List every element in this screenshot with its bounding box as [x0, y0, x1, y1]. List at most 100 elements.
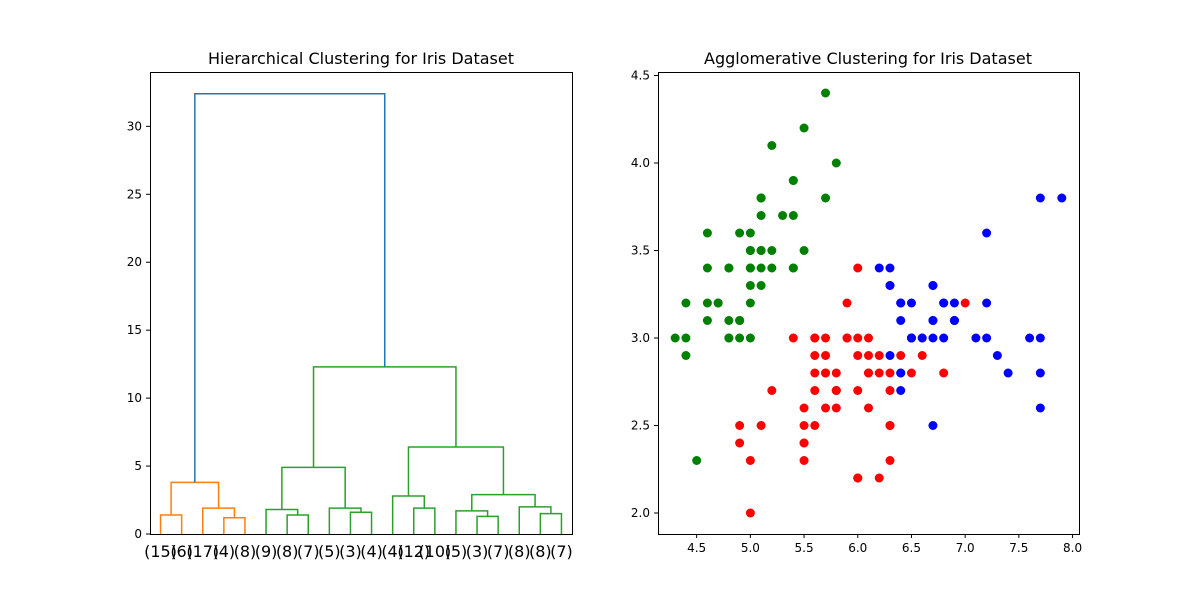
y-tick-label: 20 [127, 255, 142, 269]
leaf-label: (17) [186, 542, 219, 561]
scatter-point [778, 211, 788, 220]
scatter-point [788, 176, 798, 185]
dendrogram-leaf-labels: (15)(6)(17)(4)(8)(9)(8)(7)(5)(3)(4)(4)(1… [144, 542, 573, 561]
scatter-point [939, 298, 949, 308]
scatter-point [906, 333, 916, 343]
x-tick-label: 8.0 [1063, 541, 1082, 555]
scatter-point [949, 316, 959, 325]
scatter-point [982, 228, 992, 238]
scatter-point [821, 193, 831, 203]
scatter-point [767, 263, 777, 273]
scatter-point [767, 386, 777, 395]
scatter-point [1025, 333, 1035, 343]
dendrogram-frame [150, 72, 573, 535]
scatter-point [702, 228, 712, 238]
scatter-point [928, 333, 938, 343]
scatter-point [702, 263, 712, 273]
scatter-point [756, 193, 766, 203]
scatter-point [788, 211, 798, 220]
scatter-point [821, 351, 831, 360]
leaf-label: (4) [213, 542, 236, 561]
scatter-point [831, 368, 841, 378]
scatter-point [724, 316, 734, 325]
scatter-point [756, 421, 766, 430]
dendrogram-link [194, 92, 386, 483]
dendrogram-link [518, 506, 552, 534]
dendrogram-link [312, 366, 457, 468]
scatter-point [928, 281, 938, 290]
scatter-point [745, 508, 755, 518]
scatter-point [799, 403, 809, 413]
scatter-point [885, 263, 895, 273]
scatter-point [864, 333, 873, 343]
scatter-point [982, 298, 992, 308]
scatter-point [896, 298, 906, 308]
scatter-points [670, 88, 1067, 518]
scatter-point [853, 351, 863, 360]
scatter-point [864, 351, 873, 360]
scatter-title: Agglomerative Clustering for Iris Datase… [704, 49, 1032, 68]
leaf-label: (8) [234, 542, 257, 561]
y-tick-label: 0 [134, 527, 142, 541]
scatter-point [821, 403, 831, 413]
dendrogram-axes: Hierarchical Clustering for Iris Dataset… [127, 49, 573, 561]
scatter-point [885, 456, 895, 465]
scatter-point [713, 298, 723, 308]
x-tick-label: 7.5 [1009, 541, 1028, 555]
scatter-point [896, 386, 906, 395]
scatter-point [971, 333, 981, 343]
scatter-point [788, 263, 798, 273]
scatter-point [756, 211, 766, 220]
scatter-point [885, 386, 895, 395]
leaf-label: (10) [418, 542, 451, 561]
scatter-point [756, 246, 766, 255]
scatter-point [788, 333, 798, 343]
scatter-point [885, 421, 895, 430]
scatter-point [831, 403, 841, 413]
scatter-point [1035, 368, 1045, 378]
scatter-point [960, 298, 970, 308]
leaf-label: (12) [397, 542, 430, 561]
scatter-axes: Agglomerative Clustering for Iris Datase… [631, 49, 1082, 555]
scatter-point [745, 456, 755, 465]
scatter-point [853, 333, 863, 343]
y-tick-label: 15 [127, 323, 142, 337]
scatter-point [1035, 193, 1045, 203]
leaf-label: (5) [445, 542, 468, 561]
y-tick-label: 5 [134, 459, 142, 473]
leaf-label: (4) [381, 542, 404, 561]
scatter-point [896, 368, 906, 378]
leaf-label: (8) [276, 542, 299, 561]
scatter-point [885, 281, 895, 290]
y-tick-label: 25 [127, 187, 142, 201]
scatter-point [864, 403, 873, 413]
scatter-point [799, 123, 809, 133]
scatter-point [885, 351, 895, 360]
scatter-point [670, 333, 680, 343]
scatter-point [885, 368, 895, 378]
scatter-point [1035, 403, 1045, 413]
scatter-point [821, 333, 831, 343]
leaf-label: (8) [529, 542, 552, 561]
scatter-point [810, 386, 820, 395]
scatter-x-ticks: 4.5 5.0 5.5 6.0 6.5 7.0 7.5 8.0 [687, 534, 1082, 555]
scatter-point [745, 263, 755, 273]
scatter-point [939, 333, 949, 343]
scatter-point [735, 333, 745, 343]
leaf-label: (5) [318, 542, 341, 561]
scatter-point [992, 351, 1002, 360]
leaf-label: (4) [360, 542, 383, 561]
leaf-label: (9) [255, 542, 278, 561]
scatter-point [702, 298, 712, 308]
scatter-point [799, 438, 809, 448]
y-tick-label: 2.0 [631, 506, 650, 520]
scatter-point [799, 456, 809, 465]
dendrogram-link [349, 511, 373, 534]
scatter-point [874, 263, 884, 273]
scatter-point [810, 368, 820, 378]
dendrogram-links [159, 92, 563, 534]
dendrogram-link [281, 466, 346, 510]
leaf-label: (7) [297, 542, 320, 561]
scatter-point [842, 298, 852, 308]
scatter-point [1035, 333, 1045, 343]
